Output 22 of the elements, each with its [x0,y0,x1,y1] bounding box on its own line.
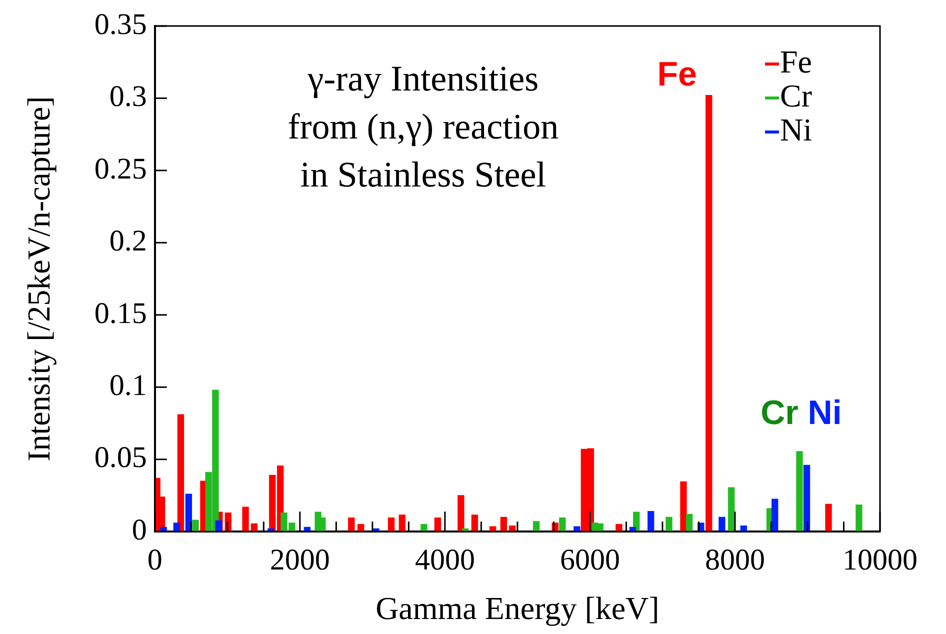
x-tick-label: 10000 [842,543,918,576]
legend-label: Cr [780,77,812,114]
annotation: Cr [760,394,798,432]
x-tick-label: 2000 [270,543,330,576]
y-tick-label: 0.25 [94,152,147,186]
legend-label: Fe [780,43,812,80]
y-tick-label: 0.3 [109,80,147,114]
x-tick-label: 6000 [560,543,620,576]
x-tick-label: 4000 [414,543,475,576]
y-tick-label: 0.15 [94,296,147,330]
y-axis-title: Intensity [/25keV/n-capture] [20,96,57,462]
text: γ-ray Intensities from (n,γ) reaction in Stainless Steel [288,58,559,194]
y-tick-label: 0.2 [109,224,147,258]
annotation: Ni [808,394,842,432]
y-tick-label: 0 [132,513,147,546]
y-tick-label: 0.1 [109,369,147,402]
x-axis-title: Gamma Energy [keV] [376,590,660,626]
x-tick-label: 8000 [704,543,765,576]
y-tick-label: 0.05 [94,441,147,474]
y-tick-label: 0.35 [94,8,147,41]
legend-label: Ni [780,111,812,148]
annotation: Fe [657,56,697,94]
